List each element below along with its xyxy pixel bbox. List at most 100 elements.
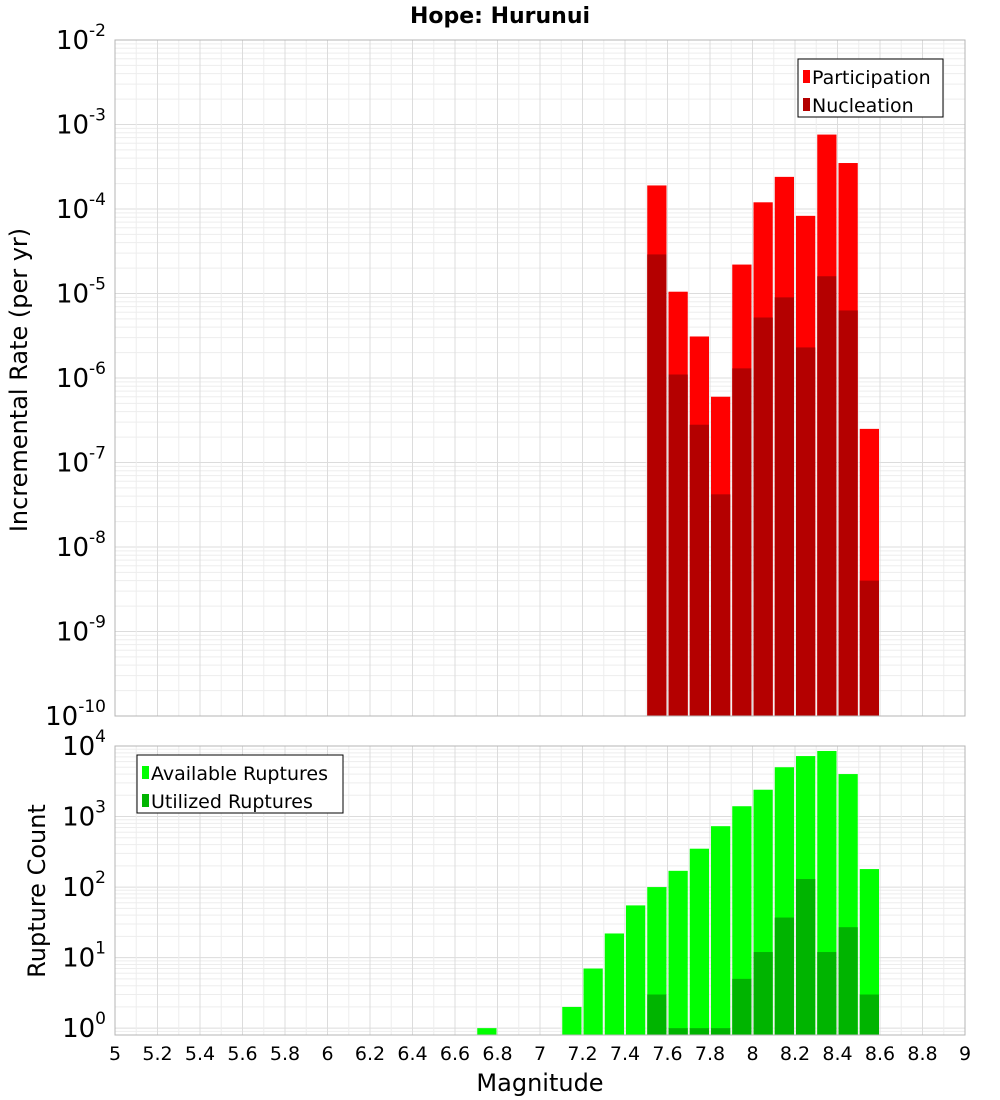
legend-box bbox=[136, 754, 344, 814]
rate-panel: 10-210-310-410-510-610-710-810-910-10 In… bbox=[5, 21, 966, 732]
y-tick-label: 100 bbox=[62, 1009, 106, 1044]
bar-nucleation bbox=[711, 494, 731, 716]
bar-available-ruptures bbox=[711, 826, 731, 1035]
bar-available-ruptures bbox=[626, 905, 646, 1035]
y-tick-label: 101 bbox=[62, 939, 106, 974]
tick-exponent: -3 bbox=[89, 106, 106, 126]
tick-exponent: -5 bbox=[89, 275, 106, 295]
x-tick-label: 7.8 bbox=[695, 1043, 725, 1065]
bar-nucleation bbox=[838, 310, 858, 716]
bar-utilized-ruptures bbox=[689, 1028, 709, 1035]
bar-nucleation bbox=[668, 374, 688, 716]
bar-nucleation bbox=[859, 580, 879, 716]
bar-available-ruptures bbox=[604, 933, 624, 1035]
tick-exponent: -9 bbox=[89, 613, 106, 633]
bar-utilized-ruptures bbox=[774, 917, 794, 1035]
rate-y-axis-label: Incremental Rate (per yr) bbox=[5, 228, 33, 532]
bar-available-ruptures bbox=[477, 1028, 497, 1035]
bar-nucleation bbox=[774, 297, 794, 716]
x-tick-label: 6.8 bbox=[482, 1043, 512, 1065]
count-y-axis-label: Rupture Count bbox=[23, 804, 51, 978]
x-tick-label: 8.4 bbox=[822, 1043, 852, 1065]
tick-exponent: 2 bbox=[95, 868, 106, 888]
tick-exponent: -4 bbox=[89, 190, 106, 210]
rate-grid bbox=[114, 39, 966, 717]
x-axis-label: Magnitude bbox=[476, 1069, 603, 1097]
x-tick-label: 5.4 bbox=[185, 1043, 215, 1065]
legend-swatch bbox=[142, 766, 149, 779]
x-tick-label: 8.6 bbox=[865, 1043, 895, 1065]
x-tick-label: 7.6 bbox=[652, 1043, 682, 1065]
rate-plot-frame bbox=[114, 39, 966, 717]
tick-base: 10 bbox=[56, 449, 89, 479]
bar-utilized-ruptures bbox=[711, 1028, 731, 1035]
tick-base: 10 bbox=[56, 533, 89, 563]
tick-base: 10 bbox=[62, 803, 95, 833]
legend-swatch bbox=[803, 70, 810, 83]
y-tick-label: 10-7 bbox=[56, 444, 106, 479]
legend-label: Nucleation bbox=[812, 95, 914, 117]
chart-title: Hope: Hurunui bbox=[410, 4, 590, 29]
bar-utilized-ruptures bbox=[647, 994, 667, 1035]
bar-nucleation bbox=[732, 368, 752, 716]
tick-exponent: 3 bbox=[95, 798, 106, 818]
x-ticks: 5 5.2 5.4 5.6 5.8 6 6.2 6.4 6.6 6.8 7 7.2 7.4 7.6 7.8 8… bbox=[109, 1043, 971, 1065]
x-tick-label: 7 bbox=[534, 1043, 546, 1065]
tick-exponent: 4 bbox=[95, 727, 106, 747]
x-tick-label: 8.2 bbox=[780, 1043, 810, 1065]
tick-base: 10 bbox=[62, 1014, 95, 1044]
tick-exponent: 1 bbox=[95, 939, 106, 959]
legend-label: Available Ruptures bbox=[151, 763, 328, 785]
y-tick-label: 10-5 bbox=[56, 275, 106, 310]
x-tick-label: 5.8 bbox=[270, 1043, 300, 1065]
bar-nucleation bbox=[647, 254, 667, 716]
x-tick-label: 8.8 bbox=[907, 1043, 937, 1065]
tick-exponent: -2 bbox=[89, 21, 106, 41]
x-tick-label: 5.6 bbox=[227, 1043, 257, 1065]
bar-utilized-ruptures bbox=[732, 978, 752, 1035]
bar-utilized-ruptures bbox=[753, 952, 773, 1035]
tick-exponent: -7 bbox=[89, 444, 106, 464]
rate-y-ticks: 10-210-310-410-510-610-710-810-910-10 bbox=[45, 21, 106, 732]
rate-legend: Participation Nucleation bbox=[797, 58, 944, 118]
x-tick-label: 8 bbox=[746, 1043, 758, 1065]
legend-swatch bbox=[803, 98, 810, 111]
x-tick-label: 7.4 bbox=[610, 1043, 640, 1065]
x-tick-label: 5 bbox=[109, 1043, 121, 1065]
legend-swatch bbox=[142, 794, 149, 807]
bar-utilized-ruptures bbox=[838, 927, 858, 1035]
bar-utilized-ruptures bbox=[796, 879, 816, 1035]
count-plot-frame bbox=[114, 745, 966, 1036]
tick-base: 10 bbox=[62, 732, 95, 762]
y-tick-label: 104 bbox=[62, 727, 106, 762]
y-tick-label: 10-6 bbox=[56, 359, 106, 394]
y-tick-label: 10-4 bbox=[56, 190, 106, 225]
tick-base: 10 bbox=[56, 618, 89, 648]
tick-base: 10 bbox=[56, 195, 89, 225]
bar-utilized-ruptures bbox=[817, 952, 837, 1035]
x-tick-label: 6 bbox=[321, 1043, 333, 1065]
y-tick-label: 10-3 bbox=[56, 106, 106, 141]
x-tick-label: 6.4 bbox=[397, 1043, 427, 1065]
bar-available-ruptures bbox=[562, 1006, 582, 1035]
bar-utilized-ruptures bbox=[859, 994, 879, 1035]
tick-base: 10 bbox=[62, 873, 95, 903]
tick-base: 10 bbox=[56, 26, 89, 56]
y-tick-label: 10-8 bbox=[56, 528, 106, 563]
tick-base: 10 bbox=[56, 111, 89, 141]
tick-base: 10 bbox=[56, 280, 89, 310]
x-tick-label: 9 bbox=[959, 1043, 971, 1065]
legend-box bbox=[797, 58, 944, 118]
x-tick-label: 7.2 bbox=[567, 1043, 597, 1065]
bar-available-ruptures bbox=[859, 869, 879, 1035]
x-tick-label: 6.6 bbox=[440, 1043, 470, 1065]
bar-nucleation bbox=[817, 276, 837, 716]
tick-exponent: 0 bbox=[95, 1009, 106, 1029]
bar-available-ruptures bbox=[732, 806, 752, 1035]
x-tick-label: 6.2 bbox=[355, 1043, 385, 1065]
tick-exponent: -10 bbox=[78, 697, 106, 717]
y-tick-label: 10-10 bbox=[45, 697, 106, 732]
